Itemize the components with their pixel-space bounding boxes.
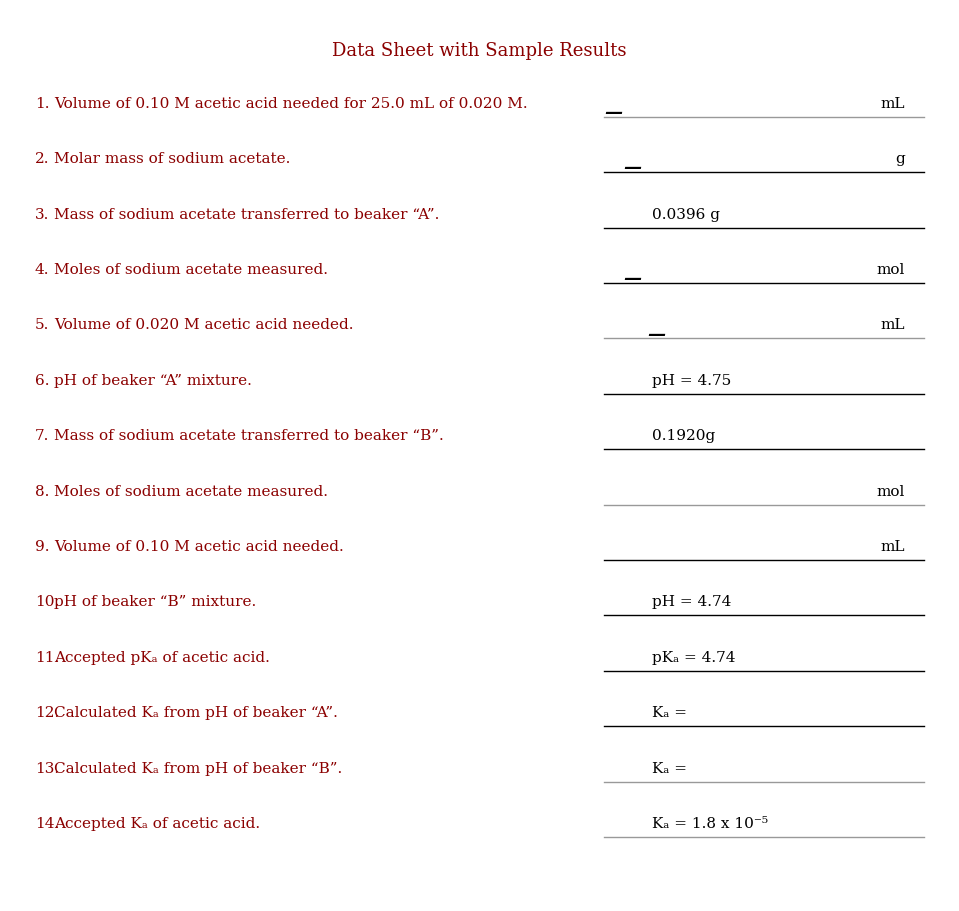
Text: Accepted pKₐ of acetic acid.: Accepted pKₐ of acetic acid. <box>54 650 269 665</box>
Text: Mass of sodium acetate transferred to beaker “A”.: Mass of sodium acetate transferred to be… <box>54 208 439 221</box>
Text: mL: mL <box>880 318 905 333</box>
Text: pH = 4.75: pH = 4.75 <box>651 374 731 388</box>
Text: 8.: 8. <box>35 485 49 498</box>
Text: pH of beaker “A” mixture.: pH of beaker “A” mixture. <box>54 374 252 388</box>
Text: mol: mol <box>877 485 905 498</box>
Text: Data Sheet with Sample Results: Data Sheet with Sample Results <box>332 42 627 60</box>
Text: Kₐ =: Kₐ = <box>651 706 687 721</box>
Text: Moles of sodium acetate measured.: Moles of sodium acetate measured. <box>54 485 328 498</box>
Text: —: — <box>604 104 622 122</box>
Text: Mass of sodium acetate transferred to beaker “B”.: Mass of sodium acetate transferred to be… <box>54 429 444 443</box>
Text: —: — <box>647 325 666 343</box>
Text: 7.: 7. <box>35 429 49 443</box>
Text: Volume of 0.10 M acetic acid needed.: Volume of 0.10 M acetic acid needed. <box>54 540 343 554</box>
Text: Volume of 0.10 M acetic acid needed for 25.0 mL of 0.020 M.: Volume of 0.10 M acetic acid needed for … <box>54 97 527 111</box>
Text: Moles of sodium acetate measured.: Moles of sodium acetate measured. <box>54 263 328 277</box>
Text: 0.0396 g: 0.0396 g <box>651 208 719 221</box>
Text: 14.: 14. <box>35 817 59 831</box>
Text: —: — <box>623 271 642 288</box>
Text: mol: mol <box>877 263 905 277</box>
Text: —: — <box>623 159 642 178</box>
Text: Kₐ = 1.8 x 10⁻⁵: Kₐ = 1.8 x 10⁻⁵ <box>651 817 768 831</box>
Text: 3.: 3. <box>35 208 49 221</box>
Text: 12.: 12. <box>35 706 59 721</box>
Text: 5.: 5. <box>35 318 49 333</box>
Text: mL: mL <box>880 97 905 111</box>
Text: pH = 4.74: pH = 4.74 <box>651 596 731 609</box>
Text: 6.: 6. <box>35 374 49 388</box>
Text: Kₐ =: Kₐ = <box>651 762 687 775</box>
Text: Molar mass of sodium acetate.: Molar mass of sodium acetate. <box>54 152 291 166</box>
Text: g: g <box>896 152 905 166</box>
Text: pH of beaker “B” mixture.: pH of beaker “B” mixture. <box>54 596 256 609</box>
Text: Volume of 0.020 M acetic acid needed.: Volume of 0.020 M acetic acid needed. <box>54 318 354 333</box>
Text: 13.: 13. <box>35 762 59 775</box>
Text: Calculated Kₐ from pH of beaker “B”.: Calculated Kₐ from pH of beaker “B”. <box>54 762 342 775</box>
Text: Accepted Kₐ of acetic acid.: Accepted Kₐ of acetic acid. <box>54 817 260 831</box>
Text: pKₐ = 4.74: pKₐ = 4.74 <box>651 650 736 665</box>
Text: 11.: 11. <box>35 650 59 665</box>
Text: 10.: 10. <box>35 596 59 609</box>
Text: 1.: 1. <box>35 97 49 111</box>
Text: 2.: 2. <box>35 152 49 166</box>
Text: 4.: 4. <box>35 263 49 277</box>
Text: 9.: 9. <box>35 540 49 554</box>
Text: 0.1920g: 0.1920g <box>651 429 714 443</box>
Text: mL: mL <box>880 540 905 554</box>
Text: Calculated Kₐ from pH of beaker “A”.: Calculated Kₐ from pH of beaker “A”. <box>54 706 338 721</box>
